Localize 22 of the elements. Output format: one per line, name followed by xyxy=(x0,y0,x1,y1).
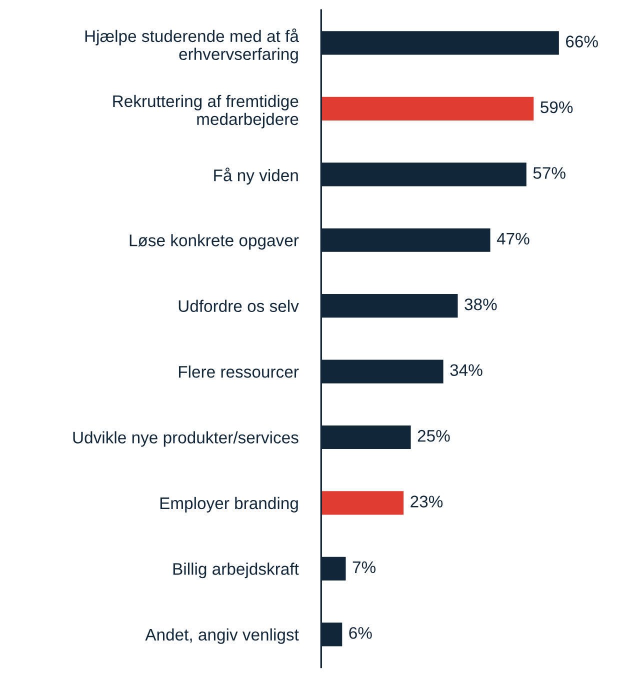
data-label: 47% xyxy=(496,232,530,245)
y-tick-label: Andet, angiv venligst xyxy=(145,628,299,644)
y-tick-label: Hjælpe studerende med at få erhvervserfaring xyxy=(85,28,299,64)
y-tick-label: Employer branding xyxy=(160,496,298,512)
y-tick-label: Udfordre os selv xyxy=(178,300,299,312)
data-label: 6% xyxy=(349,627,372,639)
data-label: 23% xyxy=(410,496,443,508)
data-label: 59% xyxy=(540,101,573,114)
bar xyxy=(321,96,536,122)
y-tick-label: Flere ressourcer xyxy=(178,366,299,378)
bar xyxy=(321,490,405,516)
y-tick-label: Billig arbejdskraft xyxy=(173,562,299,578)
data-label: 57% xyxy=(533,167,566,179)
data-label: 25% xyxy=(418,430,450,442)
y-tick-label: Få ny viden xyxy=(214,168,298,185)
y-tick-label: Udvikle nye produkter/services xyxy=(73,431,298,447)
data-label: 66% xyxy=(566,36,598,48)
data-label: 34% xyxy=(450,364,482,376)
data-label: 7% xyxy=(352,561,376,574)
y-tick-label: Rekruttering af fremtidige medarbejdere xyxy=(113,94,298,128)
data-label: 38% xyxy=(464,298,497,310)
y-tick-label: Løse konkrete opgaver xyxy=(130,234,299,250)
